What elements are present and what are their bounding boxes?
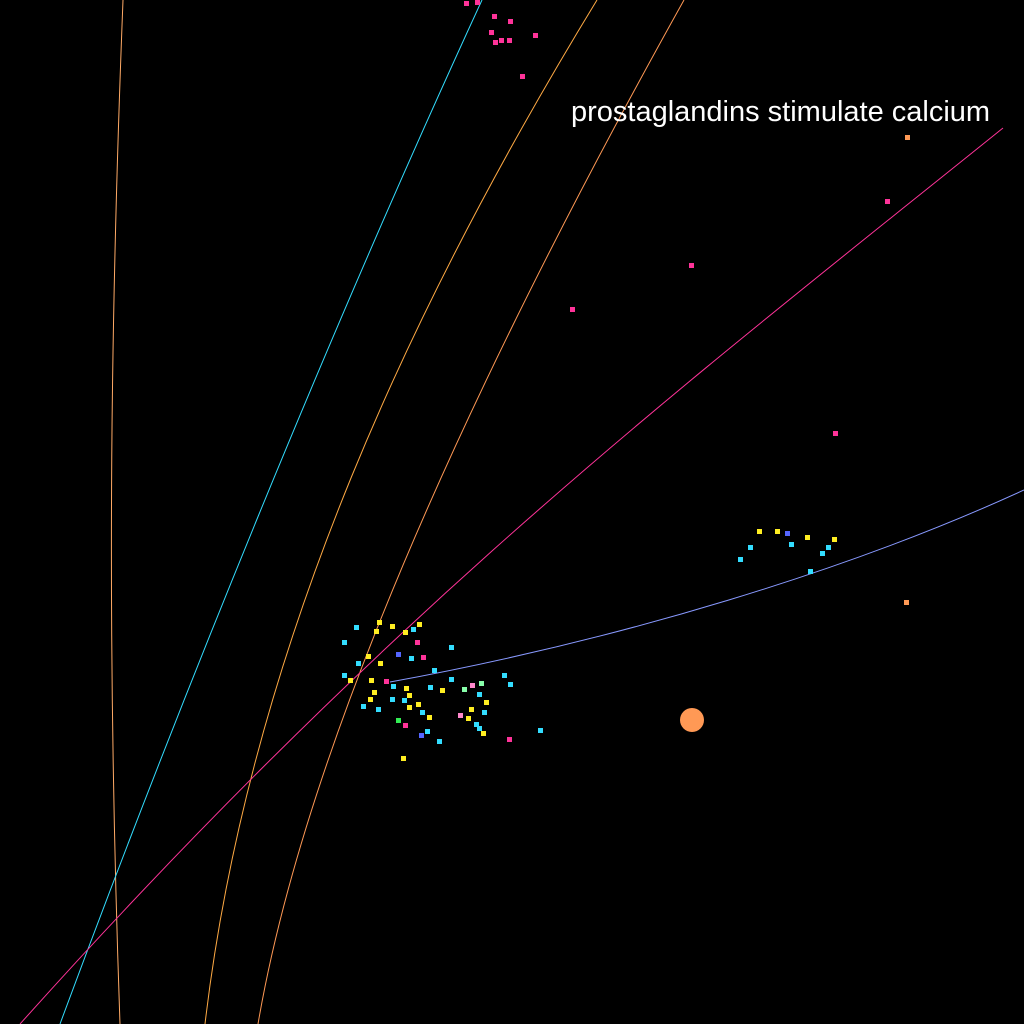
scatter-point [449,677,454,682]
scatter-point [904,600,909,605]
scatter-point [905,135,910,140]
scatter-point [507,737,512,742]
scatter-point [427,715,432,720]
scatter-point [570,307,575,312]
curve-orange-right [257,0,685,1024]
scatter-point [757,529,762,534]
scatter-point [354,625,359,630]
scatter-point [390,697,395,702]
scatter-point [477,692,482,697]
curve-layer [19,0,1024,1024]
scatter-point [403,723,408,728]
scatter-point [833,431,838,436]
scatter-point [826,545,831,550]
scatter-point [474,722,479,727]
scatter-point [489,30,494,35]
scatter-point [415,640,420,645]
scatter-point [396,652,401,657]
scatter-point [477,726,482,731]
scatter-point [396,718,401,723]
curve-far-left-orange [110,0,124,1024]
scatter-point [482,710,487,715]
scatter-point [832,537,837,542]
scatter-point [404,686,409,691]
scatter-point [390,624,395,629]
scatter-point [533,33,538,38]
scatter-point [377,620,382,625]
caption-text: prostaglandins stimulate calcium [571,96,990,128]
scatter-point [403,630,408,635]
scatter-point [376,707,381,712]
scatter-point [368,697,373,702]
scatter-point [484,700,489,705]
scatter-point [407,693,412,698]
scatter-point [885,199,890,204]
scatter-point [374,629,379,634]
scatter-point [407,705,412,710]
scatter-point [366,654,371,659]
scatter-point [391,684,396,689]
scatter-point [508,19,513,24]
scatter-point [479,681,484,686]
scatter-point [492,14,497,19]
scatter-point [502,673,507,678]
scatter-point [520,74,525,79]
scatter-point [440,688,445,693]
scatter-point [464,1,469,6]
scatter-point [432,668,437,673]
scatter-point [789,542,794,547]
scatter-point [748,545,753,550]
scatter-point [401,756,406,761]
scatter-point [372,690,377,695]
scatter-point [409,656,414,661]
curve-lavender [389,489,1024,683]
scatter-point [348,678,353,683]
scatter-point [378,661,383,666]
scatter-layer [342,0,910,761]
scatter-point [416,702,421,707]
scatter-point [421,655,426,660]
scatter-point [462,687,467,692]
scatter-point [508,682,513,687]
scatter-point [507,38,512,43]
scatter-point [425,729,430,734]
scatter-point [437,739,442,744]
scatter-point [428,685,433,690]
curve-orange-left [204,0,598,1024]
scatter-point [481,731,486,736]
scatter-point [785,531,790,536]
scatter-point [361,704,366,709]
scatter-point [411,627,416,632]
scatter-point [417,622,422,627]
scatter-point [738,557,743,562]
highlight-dot [680,708,704,732]
scatter-point [808,569,813,574]
scatter-point [402,698,407,703]
scatter-point [458,713,463,718]
scatter-point [493,40,498,45]
scatter-point [342,673,347,678]
scatter-point [369,678,374,683]
scatter-point [475,0,480,5]
scatter-point [499,38,504,43]
scatter-point [689,263,694,268]
scatter-point [419,733,424,738]
scatter-point [449,645,454,650]
scatter-point [342,640,347,645]
scatter-point [820,551,825,556]
scatter-point [356,661,361,666]
scatter-point [384,679,389,684]
scatter-point [538,728,543,733]
scatter-point [805,535,810,540]
scatter-point [470,683,475,688]
scatter-point [420,710,425,715]
curve-magenta-diagonal [19,127,1004,1024]
scatter-point [466,716,471,721]
scatter-point [775,529,780,534]
scatter-point [469,707,474,712]
curve-cyan [59,0,483,1024]
